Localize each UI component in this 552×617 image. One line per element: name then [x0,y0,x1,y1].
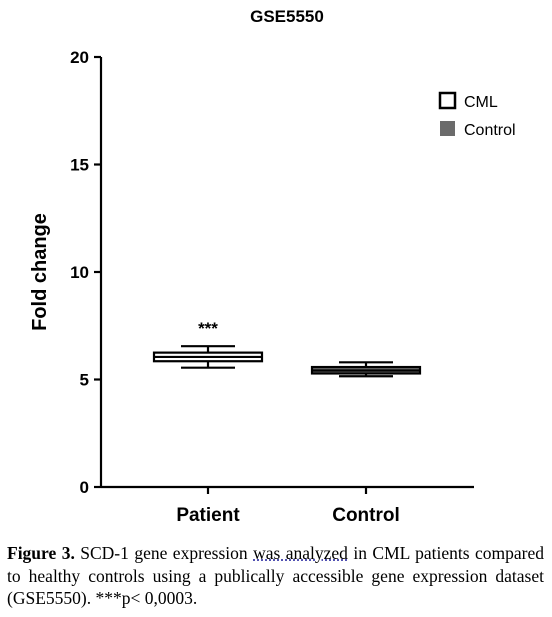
legend: CML Control [438,91,516,139]
y-tick-label-20: 20 [70,48,89,67]
chart-title: GSE5550 [250,7,324,26]
y-axis-label: Fold change [29,213,51,331]
figure-caption: Figure 3. SCD-1 gene expression was anal… [7,542,544,610]
x-tick-label-patient: Patient [176,505,240,526]
legend-label-control: Control [464,122,516,139]
caption-underlined-text: was analyzed [253,543,348,563]
caption-text-2: in CML patients compared to healthy cont… [7,543,544,608]
box-chart: GSE5550 Fold change 0 5 10 15 20 Patient Contr… [29,7,516,526]
caption-text-1: SCD-1 gene expression [74,543,254,563]
x-tick-label-control: Control [332,505,400,526]
plot-area: 0 5 10 15 20 Patient Control *** [70,48,474,526]
caption-label: Figure 3. [7,543,75,563]
legend-label-cml: CML [464,94,498,111]
legend-swatch-cml [438,91,457,110]
y-tick-label-0: 0 [80,478,89,497]
cml-significance-label: *** [198,319,218,338]
y-tick-label-10: 10 [70,263,89,282]
y-tick-label-5: 5 [80,371,89,390]
legend-swatch-control [440,121,455,136]
y-tick-label-15: 15 [70,156,89,175]
